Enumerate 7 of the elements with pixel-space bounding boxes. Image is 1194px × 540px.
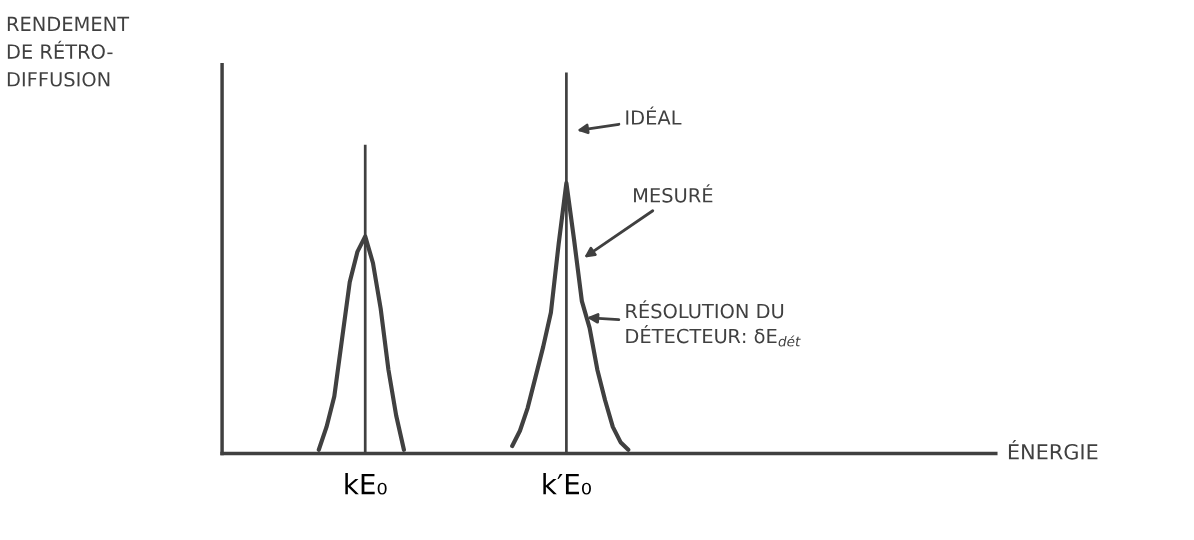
x-axis-title: ÉNERGIE <box>1008 440 1098 460</box>
annotation: MESURÉ <box>634 184 713 203</box>
annotation: IDÉAL <box>626 106 682 125</box>
x-tick-label: k′E₀ <box>543 473 591 495</box>
y-axis-title: RENDEMENT DE RÉTRO- DIFFUSION <box>7 16 130 87</box>
annotation: RÉSOLUTION DU DÉTECTEUR: δE$_{dét}$ <box>626 300 801 347</box>
x-tick-label: kE₀ <box>345 473 387 495</box>
